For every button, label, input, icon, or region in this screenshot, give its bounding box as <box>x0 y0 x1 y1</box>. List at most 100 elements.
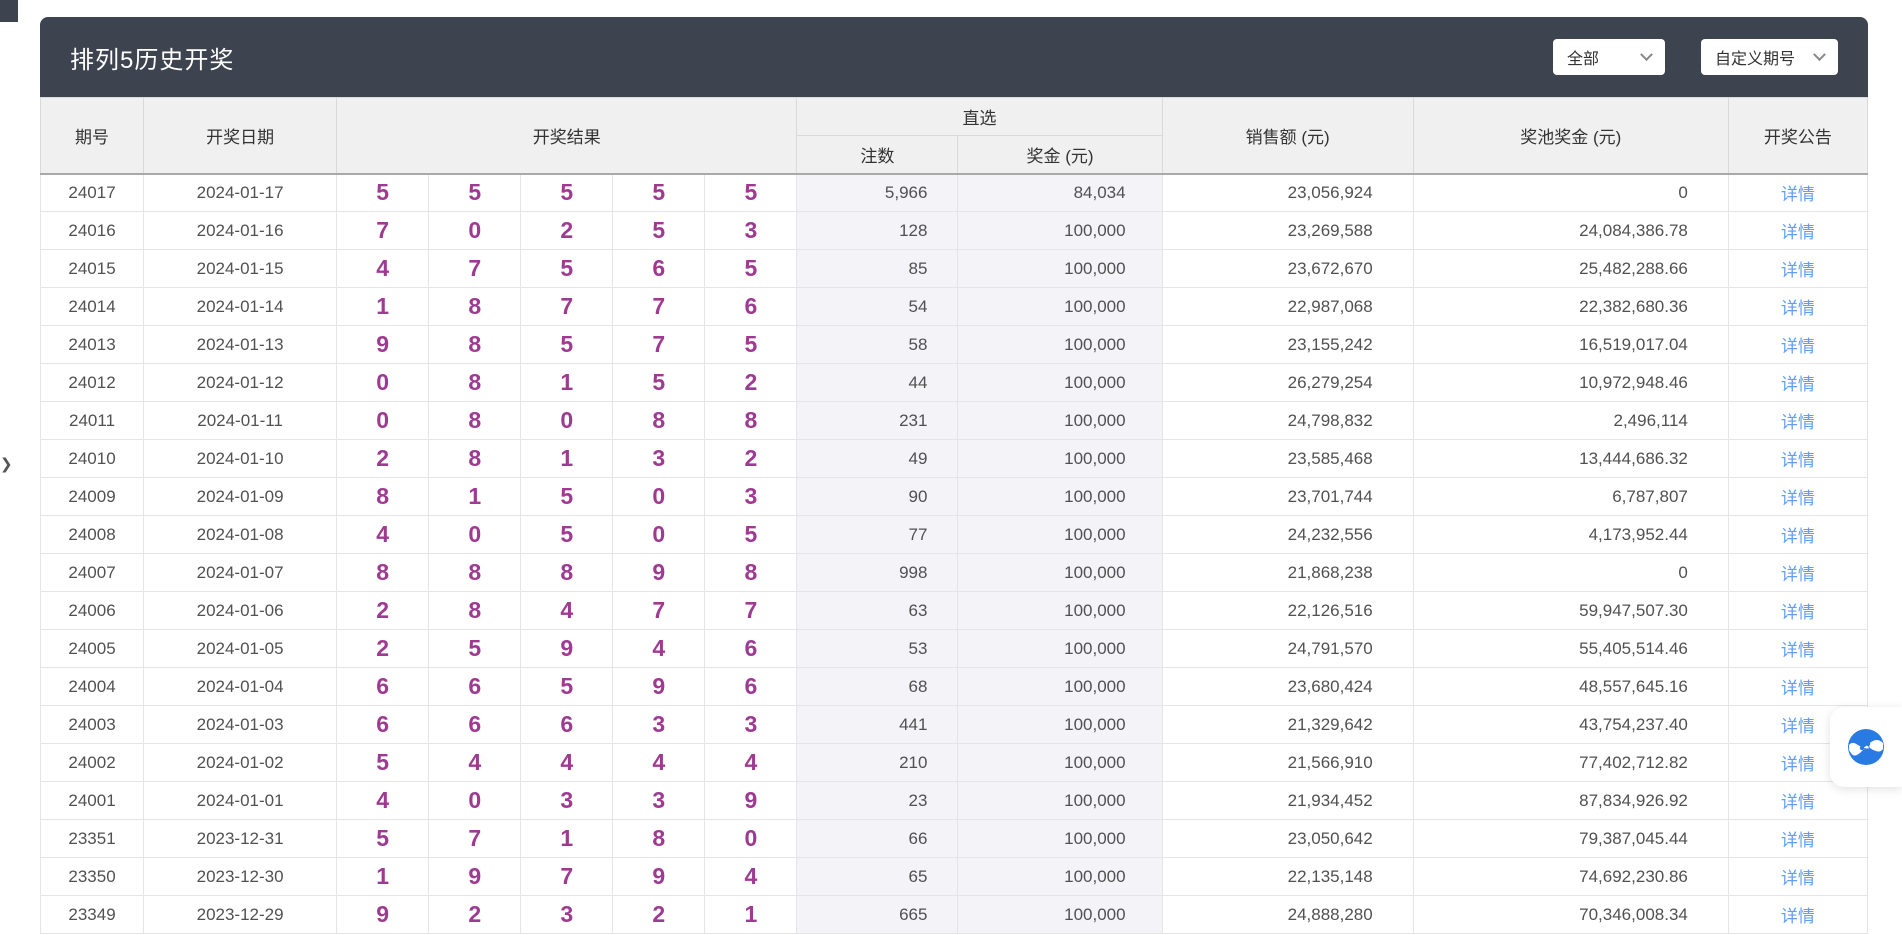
prize-cell: 100,000 <box>957 515 1163 554</box>
detail-link[interactable]: 详情 <box>1780 337 1815 356</box>
bets-cell: 77 <box>796 515 959 554</box>
jackpot-cell: 6,787,807 <box>1412 477 1729 516</box>
sales-cell: 24,791,570 <box>1161 629 1414 668</box>
detail-link[interactable]: 详情 <box>1780 527 1815 546</box>
bets-cell: 210 <box>796 743 959 782</box>
table-row: 24012 2024-01-12 0 8 1 5 2 44 100,000 26… <box>39 363 1869 402</box>
result-digit: 1 <box>428 477 522 516</box>
col-header-bets: 注数 <box>796 135 959 175</box>
table-body: 24017 2024-01-17 5 5 5 5 5 5,966 84,034 … <box>39 173 1869 934</box>
result-digit: 3 <box>704 211 798 250</box>
result-digit: 9 <box>704 781 798 820</box>
detail-link[interactable]: 详情 <box>1780 641 1815 660</box>
date-cell: 2024-01-09 <box>143 477 338 516</box>
detail-link[interactable]: 详情 <box>1780 565 1815 584</box>
detail-link[interactable]: 详情 <box>1780 261 1815 280</box>
jackpot-cell: 77,402,712.82 <box>1412 743 1729 782</box>
detail-link[interactable]: 详情 <box>1780 375 1815 394</box>
left-edge-mark: ❯ <box>0 456 13 473</box>
prize-cell: 100,000 <box>957 857 1163 896</box>
date-cell: 2024-01-16 <box>143 211 338 250</box>
detail-link[interactable]: 详情 <box>1780 907 1815 926</box>
col-header-sales: 销售额 (元) <box>1161 97 1414 175</box>
prize-cell: 100,000 <box>957 895 1163 934</box>
detail-link[interactable]: 详情 <box>1780 831 1815 850</box>
detail-link[interactable]: 详情 <box>1780 413 1815 432</box>
result-digit: 1 <box>336 857 430 896</box>
detail-link[interactable]: 详情 <box>1780 223 1815 242</box>
detail-cell: 详情 <box>1727 553 1869 592</box>
result-digit: 4 <box>612 743 706 782</box>
result-digit: 4 <box>612 629 706 668</box>
result-digit: 5 <box>704 249 798 288</box>
jackpot-cell: 25,482,288.66 <box>1412 249 1729 288</box>
prize-cell: 100,000 <box>957 743 1163 782</box>
jackpot-cell: 74,692,230.86 <box>1412 857 1729 896</box>
detail-link[interactable]: 详情 <box>1780 489 1815 508</box>
result-digit: 4 <box>428 743 522 782</box>
result-digit: 8 <box>428 439 522 478</box>
type-filter-select[interactable]: 全部 <box>1552 39 1665 75</box>
detail-link[interactable]: 详情 <box>1780 717 1815 736</box>
period-cell: 24012 <box>39 363 145 402</box>
result-digit: 0 <box>336 401 430 440</box>
detail-cell: 详情 <box>1727 629 1869 668</box>
jackpot-cell: 0 <box>1412 173 1729 212</box>
date-cell: 2023-12-30 <box>143 857 338 896</box>
result-digit: 0 <box>428 211 522 250</box>
detail-link[interactable]: 详情 <box>1780 869 1815 888</box>
result-digit: 1 <box>704 895 798 934</box>
result-digit: 2 <box>704 363 798 402</box>
sales-cell: 23,701,744 <box>1161 477 1414 516</box>
period-cell: 24001 <box>39 781 145 820</box>
jackpot-cell: 10,972,948.46 <box>1412 363 1729 402</box>
result-digit: 0 <box>428 515 522 554</box>
sales-cell: 21,868,238 <box>1161 553 1414 592</box>
bets-cell: 5,966 <box>796 173 959 212</box>
sales-cell: 23,680,424 <box>1161 667 1414 706</box>
result-digit: 7 <box>704 591 798 630</box>
result-digit: 3 <box>520 781 614 820</box>
detail-cell: 详情 <box>1727 439 1869 478</box>
prize-cell: 100,000 <box>957 781 1163 820</box>
result-digit: 6 <box>428 667 522 706</box>
table-row: 24017 2024-01-17 5 5 5 5 5 5,966 84,034 … <box>39 173 1869 212</box>
prize-cell: 84,034 <box>957 173 1163 212</box>
bets-cell: 66 <box>796 819 959 858</box>
prize-cell: 100,000 <box>957 439 1163 478</box>
detail-link[interactable]: 详情 <box>1780 603 1815 622</box>
sales-cell: 24,798,832 <box>1161 401 1414 440</box>
bets-cell: 53 <box>796 629 959 668</box>
prize-cell: 100,000 <box>957 249 1163 288</box>
jackpot-cell: 0 <box>1412 553 1729 592</box>
bets-cell: 54 <box>796 287 959 326</box>
table-row: 24014 2024-01-14 1 8 7 7 6 54 100,000 22… <box>39 287 1869 326</box>
detail-link[interactable]: 详情 <box>1780 451 1815 470</box>
result-digit: 2 <box>428 895 522 934</box>
detail-link[interactable]: 详情 <box>1780 755 1815 774</box>
detail-link[interactable]: 详情 <box>1780 679 1815 698</box>
period-filter-select[interactable]: 自定义期号 <box>1700 39 1838 75</box>
prize-cell: 100,000 <box>957 325 1163 364</box>
date-cell: 2024-01-08 <box>143 515 338 554</box>
result-digit: 8 <box>520 553 614 592</box>
date-cell: 2024-01-11 <box>143 401 338 440</box>
chevron-down-icon <box>1813 47 1826 61</box>
detail-cell: 详情 <box>1727 857 1869 896</box>
detail-link[interactable]: 详情 <box>1780 793 1815 812</box>
result-digit: 6 <box>704 629 798 668</box>
period-cell: 24004 <box>39 667 145 706</box>
detail-link[interactable]: 详情 <box>1780 299 1815 318</box>
result-digit: 0 <box>336 363 430 402</box>
detail-cell: 详情 <box>1727 819 1869 858</box>
floating-widget-button[interactable] <box>1830 707 1902 787</box>
result-digit: 5 <box>336 173 430 212</box>
detail-link[interactable]: 详情 <box>1780 185 1815 205</box>
date-cell: 2024-01-15 <box>143 249 338 288</box>
table-row: 24004 2024-01-04 6 6 5 9 6 68 100,000 23… <box>39 667 1869 706</box>
period-cell: 24010 <box>39 439 145 478</box>
result-digit: 5 <box>336 819 430 858</box>
jackpot-cell: 70,346,008.34 <box>1412 895 1729 934</box>
table-row: 24009 2024-01-09 8 1 5 0 3 90 100,000 23… <box>39 477 1869 516</box>
detail-cell: 详情 <box>1727 895 1869 934</box>
